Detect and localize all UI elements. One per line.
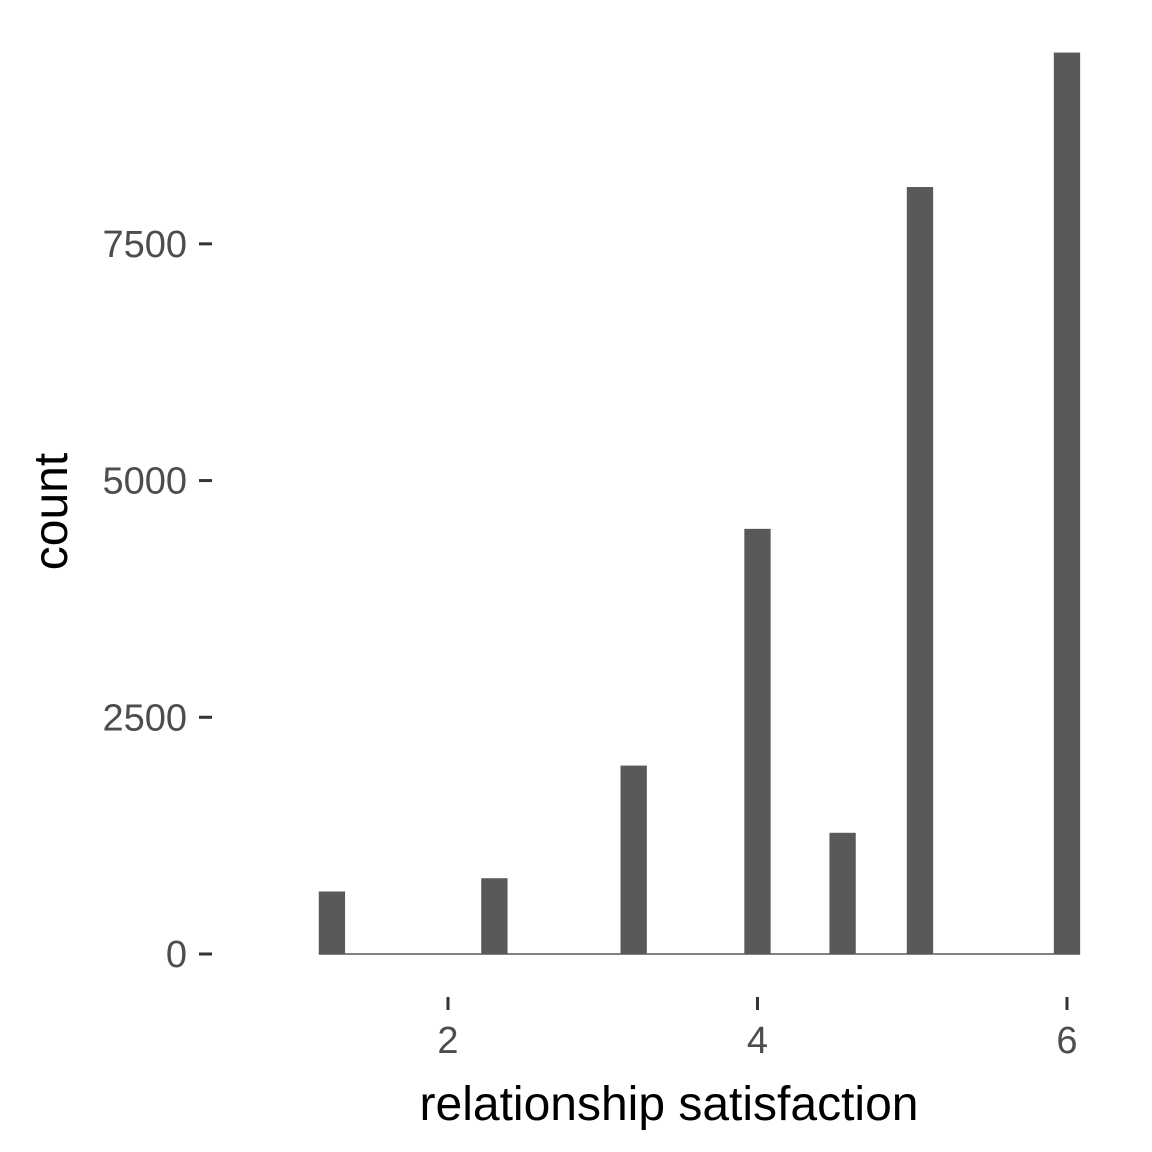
- x-tick-label-0: 2: [437, 1020, 458, 1062]
- bar-5: [906, 187, 934, 954]
- bar-1: [481, 878, 508, 954]
- x-axis-title: relationship satisfaction: [420, 1078, 919, 1131]
- y-axis-title: count: [25, 453, 78, 570]
- x-tick-label-2: 6: [1056, 1020, 1077, 1062]
- x-tick-label-1: 4: [747, 1020, 768, 1062]
- bar-6: [1053, 52, 1081, 954]
- bar-2: [620, 765, 647, 954]
- y-axis: 0 2500 5000 7500: [102, 224, 212, 976]
- bar-0: [318, 891, 346, 954]
- bar-3: [744, 528, 771, 954]
- y-tick-label-3: 7500: [102, 224, 187, 266]
- y-tick-label-0: 0: [166, 934, 187, 976]
- y-tick-label-1: 2500: [102, 697, 187, 739]
- bars-group: [318, 52, 1081, 954]
- y-tick-label-2: 5000: [102, 461, 187, 503]
- x-axis: 2 4 6: [437, 997, 1078, 1062]
- bar-4: [829, 832, 856, 954]
